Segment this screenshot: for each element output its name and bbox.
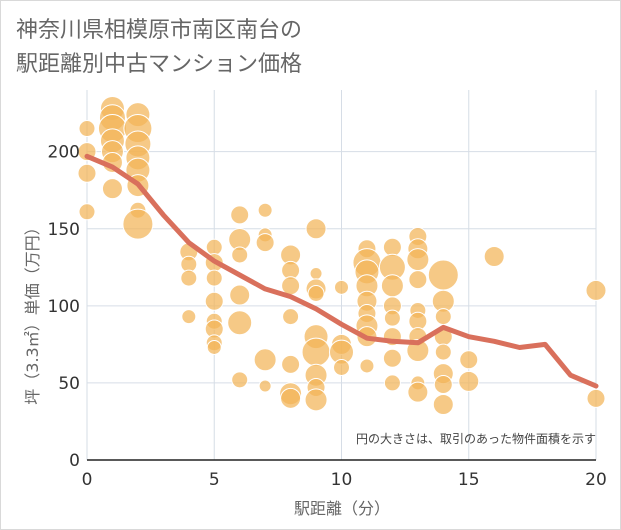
chart-note: 円の大きさは、取引のあった物件面積を示す xyxy=(356,431,596,446)
x-tick-labels: 0 5 10 15 20 xyxy=(82,470,607,490)
data-bubble xyxy=(258,379,272,393)
data-bubble xyxy=(433,374,453,394)
x-tick-label: 20 xyxy=(585,470,607,490)
data-bubble xyxy=(231,246,249,264)
data-bubble xyxy=(459,350,479,370)
data-bubble xyxy=(230,205,250,225)
data-bubble xyxy=(253,348,277,372)
data-bubble xyxy=(406,248,430,272)
data-bubble xyxy=(101,178,123,200)
data-bubble xyxy=(304,388,328,412)
x-tick-label: 0 xyxy=(82,470,93,490)
data-bubble xyxy=(307,285,325,302)
data-bubble xyxy=(205,238,223,256)
chart-title-line-2: 駅距離別中古マンション価格 xyxy=(16,52,303,77)
data-bubble xyxy=(309,266,323,280)
data-bubble xyxy=(229,284,251,306)
x-axis-label: 駅距離（分） xyxy=(294,499,390,518)
data-bubble xyxy=(227,310,253,336)
data-bubble xyxy=(483,246,505,267)
data-bubble xyxy=(122,208,154,240)
data-bubble xyxy=(281,354,301,374)
data-bubble xyxy=(585,279,607,301)
data-bubble xyxy=(78,203,96,221)
data-bubble xyxy=(282,308,300,326)
y-tick-label: 0 xyxy=(69,451,80,471)
data-bubble xyxy=(383,309,401,327)
data-bubble xyxy=(181,309,197,325)
x-tick-label: 10 xyxy=(331,470,353,490)
data-bubble xyxy=(382,348,402,368)
data-bubble xyxy=(333,359,350,376)
y-axis-label: 坪（3.3㎡）単価（万円） xyxy=(23,219,42,404)
trend-line xyxy=(84,153,599,389)
y-tick-label: 150 xyxy=(48,220,80,240)
data-bubble xyxy=(380,274,404,298)
data-bubble xyxy=(78,120,96,138)
data-bubble xyxy=(305,218,327,240)
chart-title: 神奈川県相模原市南区南台の 駅距離別中古マンション価格 xyxy=(16,14,576,82)
y-tick-label: 50 xyxy=(58,374,80,394)
data-bubble xyxy=(408,270,428,290)
data-bubble xyxy=(204,291,224,311)
x-tick-label: 15 xyxy=(458,470,480,490)
y-tick-labels: 0 50 100 150 200 xyxy=(48,143,80,471)
data-bubble xyxy=(255,233,275,253)
data-bubble xyxy=(406,339,430,363)
data-bubble xyxy=(77,163,97,183)
data-bubble xyxy=(334,279,349,295)
y-tick-label: 100 xyxy=(48,297,80,317)
data-bubble xyxy=(383,374,401,392)
data-bubble xyxy=(407,381,429,403)
x-tick-label: 5 xyxy=(209,470,220,490)
data-bubble xyxy=(180,269,198,287)
data-bubble xyxy=(359,358,375,374)
y-tick-label: 200 xyxy=(48,143,80,163)
chart-title-line-1: 神奈川県相模原市南区南台の xyxy=(16,18,303,43)
data-bubble xyxy=(231,371,249,389)
data-bubble xyxy=(434,343,452,361)
grid-lines xyxy=(86,90,597,461)
data-bubble xyxy=(427,259,459,291)
data-bubble xyxy=(206,339,222,355)
data-bubble xyxy=(434,308,452,326)
data-bubble xyxy=(257,202,273,218)
data-bubble xyxy=(458,370,480,392)
data-bubble xyxy=(432,394,454,415)
data-bubble xyxy=(205,269,223,287)
data-bubble xyxy=(382,237,402,257)
data-bubble xyxy=(301,337,331,367)
data-bubble xyxy=(280,387,302,409)
data-bubble xyxy=(586,388,606,408)
